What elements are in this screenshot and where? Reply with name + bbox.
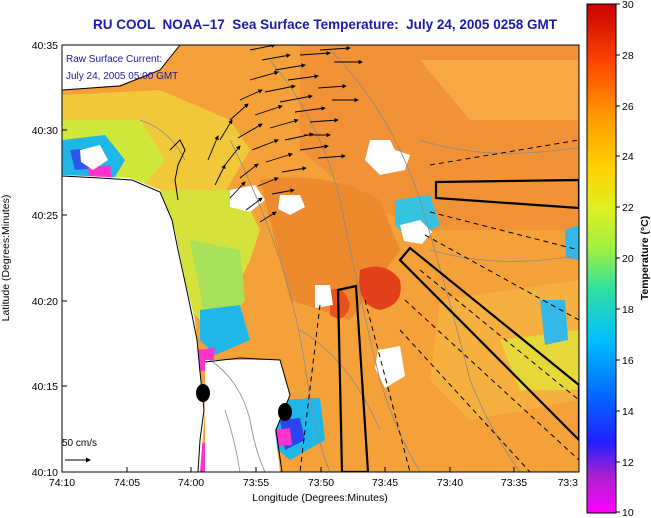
radial-dashed-lines [299, 139, 579, 472]
y-tick-label: 40:10 [32, 467, 58, 479]
y-tick-label: 40:35 [32, 40, 58, 52]
x-tick-label: 74:10 [49, 477, 75, 489]
colorbar-tick: 18 [622, 304, 634, 316]
colorbar-gradient [586, 3, 617, 514]
colorbar-tick: 28 [622, 50, 634, 62]
inset-line1: Raw Surface Current: [66, 54, 162, 65]
x-tick-label: 74:05 [114, 477, 140, 489]
colorbar-tick: 10 [622, 507, 634, 518]
y-axis: 40:35 40:30 40:25 40:20 40:15 40:10 Lati… [0, 40, 67, 479]
colorbar-tick: 30 [622, 0, 634, 11]
x-axis: 74:10 74:05 74:00 73:55 73:50 73:45 73:4… [49, 467, 578, 504]
y-axis-label: Latitude (Degrees:Minutes) [0, 195, 12, 322]
sst-field [62, 45, 579, 472]
coastline [62, 45, 291, 472]
station-marker [196, 384, 210, 402]
scale-label: 50 cm/s [62, 438, 97, 449]
surface-current-vectors [207, 45, 363, 223]
x-axis-label: Longitude (Degrees:Minutes) [252, 492, 387, 504]
x-tick-label: 73:45 [372, 477, 398, 489]
x-tick-label: 73:35 [501, 477, 527, 489]
colorbar-tick: 12 [622, 457, 634, 469]
y-tick-label: 40:15 [32, 381, 58, 393]
x-tick-label: 74:00 [178, 477, 204, 489]
y-tick-label: 40:30 [32, 125, 58, 137]
x-tick-label: 73:3 [558, 477, 579, 489]
colorbar-tick: 22 [622, 202, 634, 214]
inset-line2: July 24, 2005 05:00 GMT [66, 71, 178, 82]
colorbar: 30 28 26 24 22 20 18 16 14 12 10 Tempera… [586, 0, 651, 518]
bathymetry-contours [139, 49, 579, 472]
colorbar-tick: 20 [622, 253, 634, 265]
y-tick-label: 40:20 [32, 296, 58, 308]
x-tick-label: 73:50 [308, 477, 334, 489]
y-tick-label: 40:25 [32, 210, 58, 222]
x-tick-label: 73:55 [243, 477, 269, 489]
channel-outlines [336, 178, 579, 472]
x-tick-label: 73:40 [437, 477, 463, 489]
colorbar-label: Temperature (°C) [639, 216, 651, 301]
colorbar-tick: 14 [622, 406, 634, 418]
colorbar-tick: 26 [622, 101, 634, 113]
station-marker [278, 403, 292, 421]
colorbar-tick: 24 [622, 151, 634, 163]
figure-title: RU COOL NOAA–17 Sea Surface Temperature:… [93, 17, 557, 32]
colorbar-tick: 16 [622, 355, 634, 367]
